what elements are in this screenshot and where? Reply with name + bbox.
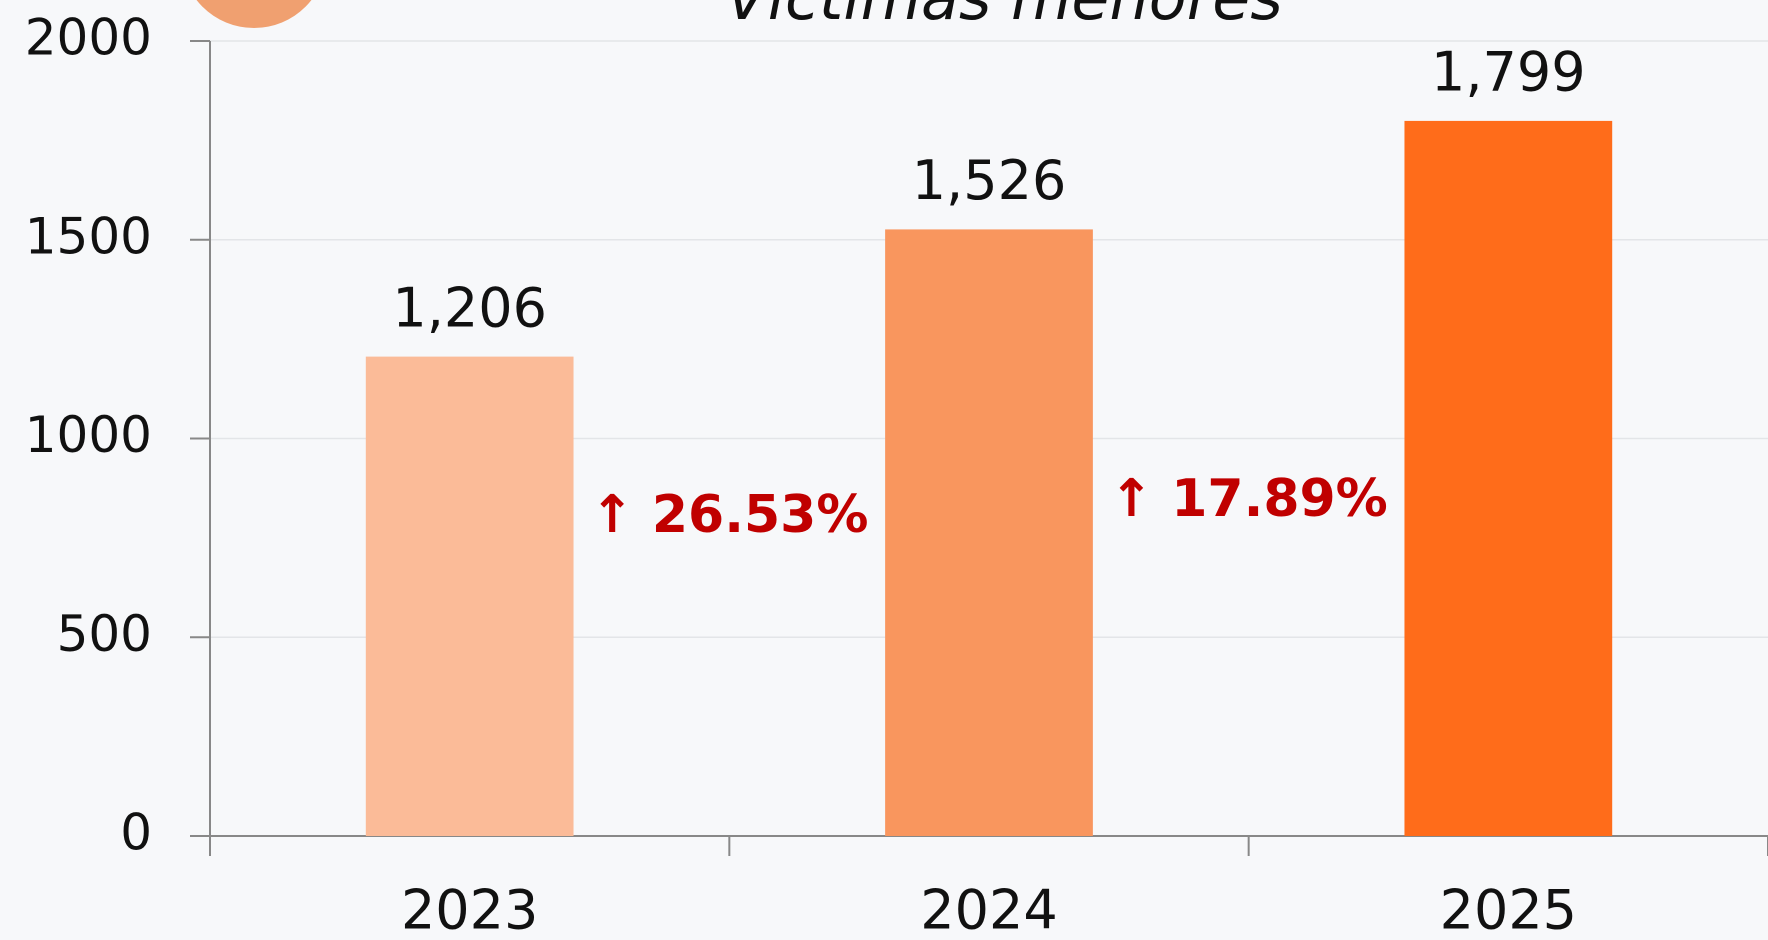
value-label: 1,206 <box>392 276 547 339</box>
bar <box>885 229 1093 837</box>
decoration-circle <box>196 0 312 28</box>
bar <box>1404 120 1613 836</box>
x-tick-label: 2023 <box>401 879 538 940</box>
annotation: ↑ 26.53% <box>590 485 868 545</box>
y-tick-label: 1500 <box>25 207 152 265</box>
value-label: 1,526 <box>912 149 1067 212</box>
x-tick-label: 2024 <box>920 879 1057 940</box>
annotation: ↑ 17.89% <box>1110 469 1388 529</box>
value-label: 1,799 <box>1431 41 1586 104</box>
y-tick-label: 1000 <box>25 406 152 464</box>
x-tick-label: 2025 <box>1440 879 1577 940</box>
y-tick-label: 2000 <box>25 9 152 67</box>
y-tick-label: 500 <box>57 605 152 663</box>
bar <box>365 356 574 836</box>
chart-title: Víctimas menores <box>725 0 1282 34</box>
y-tick-label: 0 <box>120 804 152 862</box>
